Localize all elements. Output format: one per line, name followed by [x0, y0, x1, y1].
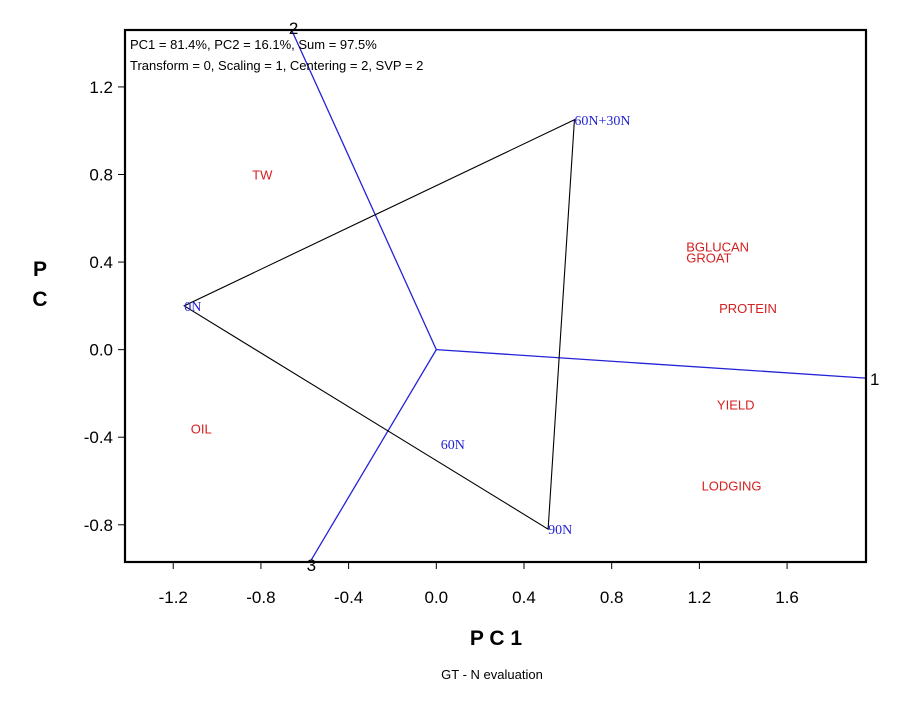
trait-label: GROAT: [686, 251, 731, 266]
y-axis: 1.2 0.8 0.4 0.0 -0.4 -0.8: [84, 78, 125, 535]
sector-rays-layer: [291, 29, 867, 561]
ray-number-labels: 1 2 3: [289, 19, 880, 575]
x-tick-label: -1.2: [159, 588, 188, 607]
x-tick-label: -0.8: [246, 588, 275, 607]
trait-label: OIL: [191, 421, 212, 436]
trait-label: LODGING: [702, 478, 762, 493]
plot-frame: [123, 28, 868, 564]
plot-border: [123, 28, 868, 564]
sector-ray-3: [310, 349, 437, 561]
chart-caption: GT - N evaluation: [441, 667, 543, 682]
sector-ray-1: [436, 348, 867, 379]
x-tick-label: 0.8: [600, 588, 624, 607]
info-line-1: PC1 = 81.4%, PC2 = 16.1%, Sum = 97.5%: [130, 37, 377, 52]
environment-labels: 60N+30N 0N 90N 60N: [184, 114, 630, 538]
x-axis: -1.2 -0.8 -0.4 0.0 0.4 0.8 1.2 1.6: [159, 562, 799, 607]
sector-ray-number: 2: [289, 19, 298, 38]
y-tick-label: 1.2: [89, 78, 113, 97]
y-tick-label: -0.8: [84, 516, 113, 535]
x-tick-label: -0.4: [334, 588, 363, 607]
trait-label: TW: [252, 167, 273, 182]
x-axis-title: P C 1: [470, 627, 522, 650]
trait-label: YIELD: [717, 397, 755, 412]
environment-label: 60N+30N: [574, 114, 630, 129]
sector-ray-number: 1: [870, 370, 879, 389]
y-tick-label: -0.4: [84, 428, 113, 447]
y-axis-title-letter-2: C: [32, 288, 47, 311]
sector-ray-2: [291, 29, 437, 350]
trait-label: PROTEIN: [719, 301, 777, 316]
y-tick-label: 0.8: [89, 165, 113, 184]
y-axis-title: P C: [32, 258, 47, 311]
y-axis-title-letter-1: P: [33, 258, 47, 281]
x-tick-label: 0.0: [424, 588, 448, 607]
environment-label: 0N: [184, 300, 201, 315]
environment-label: 60N: [441, 438, 465, 453]
y-tick-label: 0.0: [89, 341, 113, 360]
sector-ray-number: 3: [307, 556, 316, 575]
y-tick-label: 0.4: [89, 253, 113, 272]
x-tick-label: 1.6: [775, 588, 799, 607]
convex-hull-polygon: [183, 118, 576, 531]
info-line-2: Transform = 0, Scaling = 1, Centering = …: [130, 58, 423, 73]
trait-label: BGLUCAN: [686, 240, 749, 255]
environment-label: 90N: [548, 523, 572, 538]
polygon-layer: [183, 118, 576, 531]
x-tick-label: 1.2: [688, 588, 712, 607]
x-tick-label: 0.4: [512, 588, 536, 607]
